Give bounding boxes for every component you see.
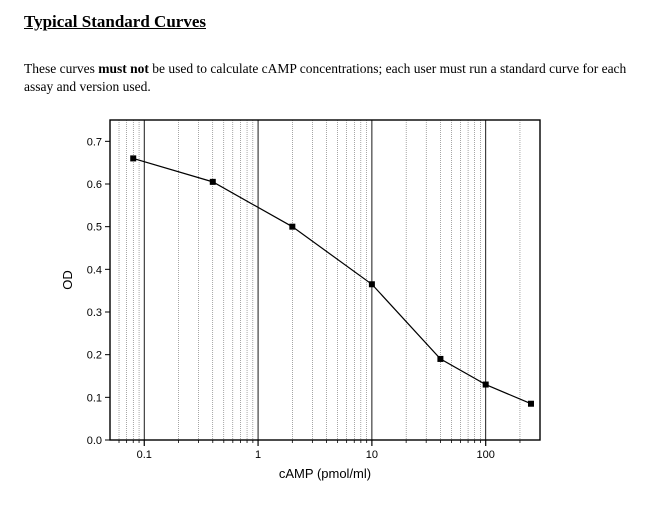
svg-text:1: 1 (255, 449, 261, 461)
svg-text:cAMP (pmol/ml): cAMP (pmol/ml) (279, 466, 371, 481)
section-heading: Typical Standard Curves (24, 12, 646, 32)
svg-text:0.3: 0.3 (87, 307, 102, 319)
svg-text:100: 100 (477, 449, 495, 461)
chart-container: 0.0 0.1 0.2 0.3 0.4 0.5 0.6 0.7 0.1 1 10 100 cAMP (p… (24, 100, 646, 495)
svg-text:OD: OD (60, 271, 75, 291)
svg-text:10: 10 (366, 449, 378, 461)
svg-text:0.6: 0.6 (87, 179, 102, 191)
svg-text:0.5: 0.5 (87, 222, 102, 234)
para-bold: must not (98, 61, 149, 76)
svg-text:0.7: 0.7 (87, 137, 102, 149)
svg-text:0.1: 0.1 (137, 449, 152, 461)
intro-paragraph: These curves must not be used to calcula… (24, 60, 646, 96)
svg-text:0.4: 0.4 (87, 265, 102, 277)
document-page: Typical Standard Curves These curves mus… (0, 0, 670, 495)
para-pre: These curves (24, 61, 98, 76)
svg-text:0.0: 0.0 (87, 435, 102, 447)
svg-text:0.2: 0.2 (87, 350, 102, 362)
standard-curve-chart: 0.0 0.1 0.2 0.3 0.4 0.5 0.6 0.7 0.1 1 10 100 cAMP (p… (55, 100, 615, 495)
svg-text:0.1: 0.1 (87, 393, 102, 405)
